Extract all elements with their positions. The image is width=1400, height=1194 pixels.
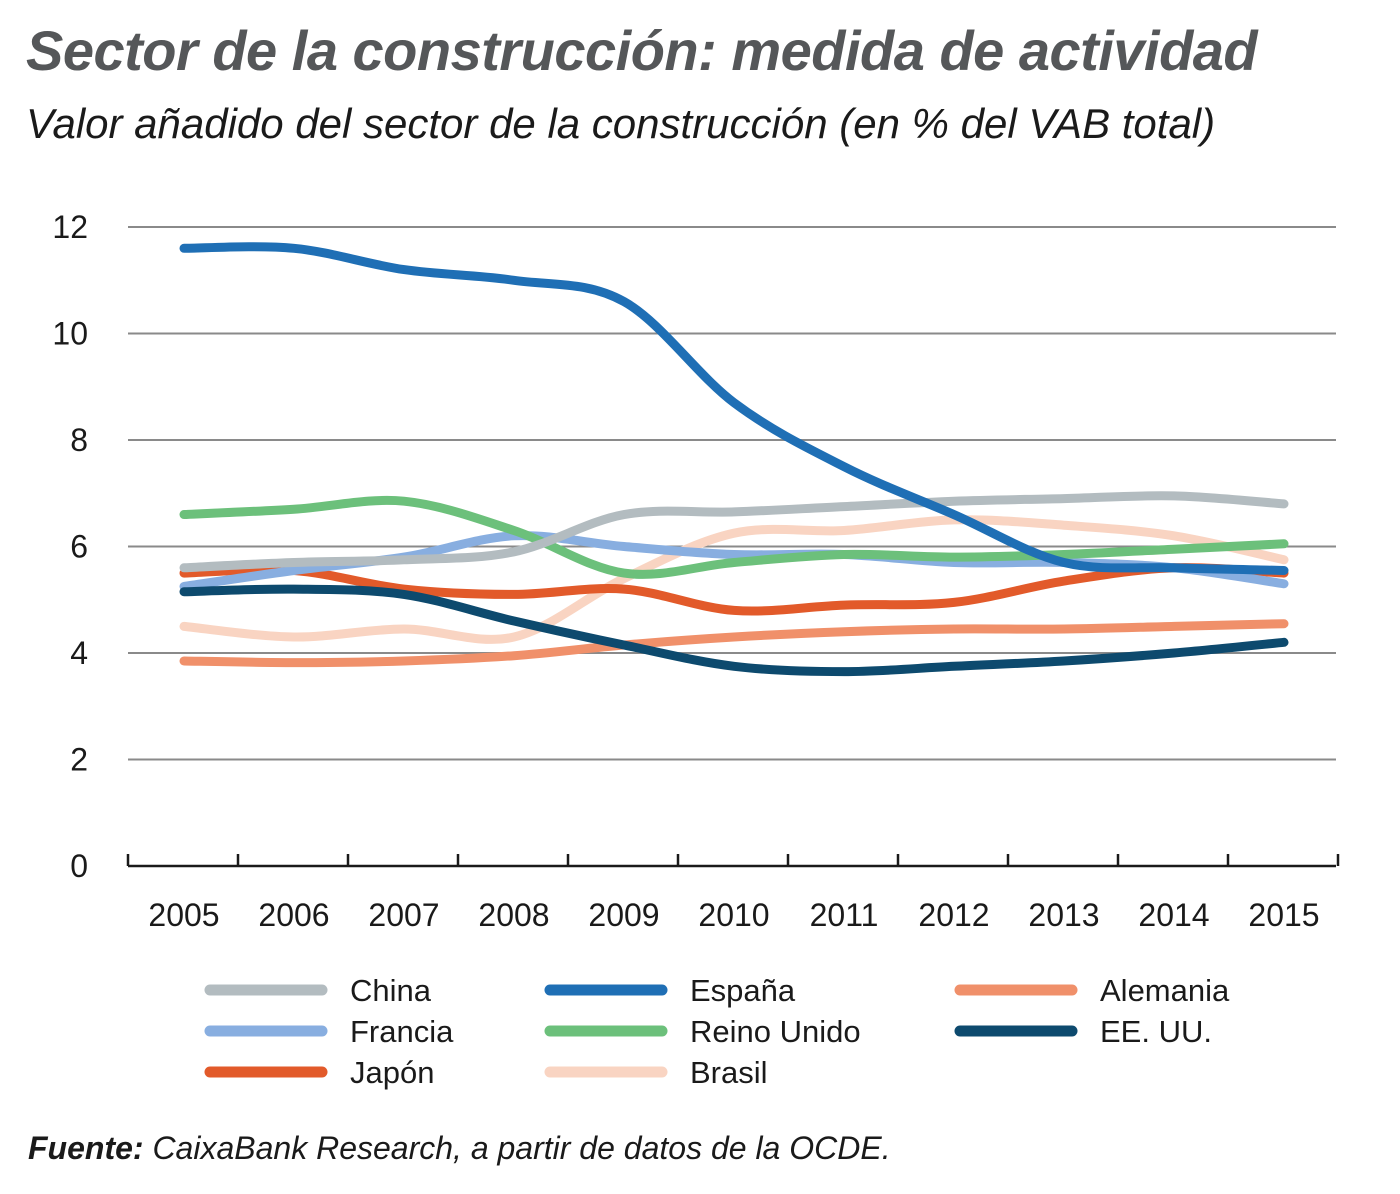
x-tick-label: 2006 [258, 897, 329, 933]
source-note: Fuente: CaixaBank Research, a partir de … [28, 1130, 891, 1167]
legend-label: Francia [350, 1014, 454, 1049]
y-tick-label: 6 [70, 529, 88, 565]
x-tick-label: 2009 [588, 897, 659, 933]
series-line-alemania [179, 619, 1289, 668]
x-tick-label: 2005 [148, 897, 219, 933]
x-tick-label: 2014 [1138, 897, 1209, 933]
legend-label: Alemania [1100, 973, 1230, 1008]
legend-label: Reino Unido [690, 1014, 861, 1049]
source-text: CaixaBank Research, a partir de datos de… [143, 1130, 891, 1166]
y-tick-label: 8 [70, 422, 88, 458]
y-tick-label: 0 [70, 848, 88, 884]
series-line-reino-unido [179, 495, 1289, 579]
y-tick-label: 4 [70, 635, 88, 671]
x-tick-label: 2011 [810, 897, 879, 933]
series-line-españa [179, 242, 1289, 575]
x-tick-label: 2015 [1248, 897, 1319, 933]
y-tick-label: 2 [70, 742, 88, 778]
x-tick-label: 2010 [698, 897, 769, 933]
series-lines [179, 242, 1289, 677]
legend-label: Brasil [690, 1055, 768, 1090]
series-line-brasil [179, 515, 1289, 644]
legend-label: España [690, 973, 796, 1008]
x-tick-label: 2008 [478, 897, 549, 933]
series-line-ee-uu- [179, 584, 1289, 677]
series-line-china [179, 491, 1289, 573]
y-tick-label: 10 [52, 316, 88, 352]
legend-label: EE. UU. [1100, 1014, 1212, 1049]
legend-label: China [350, 973, 432, 1008]
series-line-japón [179, 563, 1289, 616]
x-axis: 2005 2006 2007 2008 2009 2010 2011 2012 2013 2014… [126, 854, 1340, 933]
grid-lines [128, 226, 1336, 761]
legend: China España Alemania Francia Reino Unido EE.… [204, 973, 1230, 1090]
chart-subtitle: Valor añadido del sector de la construcc… [26, 100, 1216, 147]
x-tick-label: 2007 [368, 897, 439, 933]
y-tick-label: 12 [52, 209, 88, 245]
x-tick-label: 2012 [918, 897, 989, 933]
source-label: Fuente: [28, 1130, 144, 1166]
chart-title: Sector de la construcción: medida de act… [26, 19, 1258, 82]
x-tick-label: 2013 [1028, 897, 1099, 933]
legend-label: Japón [350, 1055, 434, 1090]
y-axis-ticks: 0 2 4 6 8 10 12 [52, 209, 88, 884]
